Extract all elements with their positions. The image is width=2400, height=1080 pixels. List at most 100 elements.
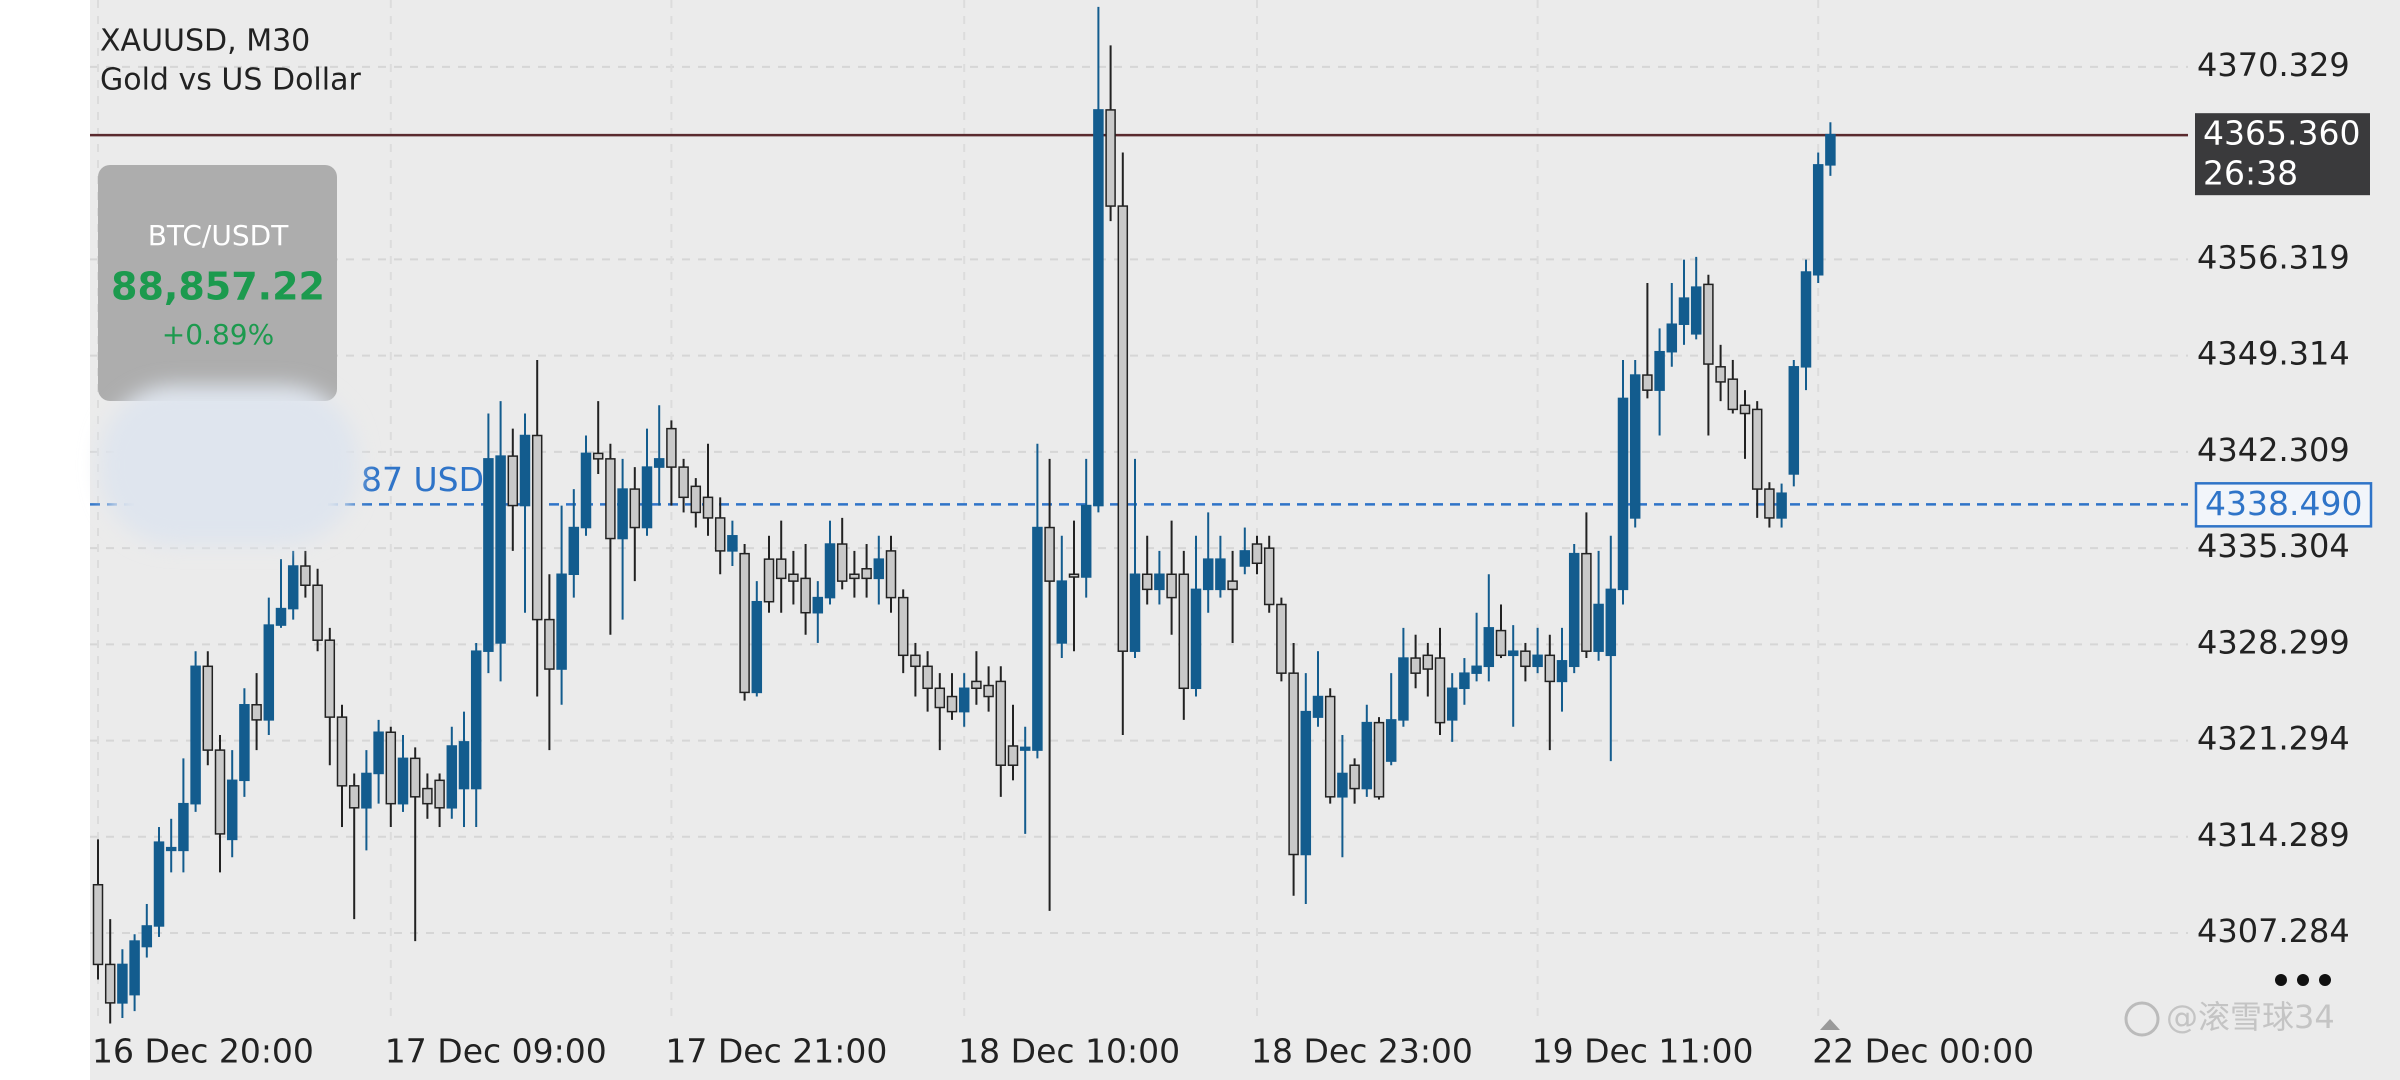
- alert-label: 4338.490: [2205, 484, 2362, 523]
- dot: [2297, 974, 2309, 986]
- candle-body: [141, 925, 153, 948]
- candle-body: [1422, 654, 1434, 670]
- candle-body: [1690, 286, 1702, 335]
- candle-body: [1715, 366, 1726, 383]
- dot: [2319, 974, 2331, 986]
- candle-body: [1532, 654, 1543, 668]
- candle-body: [1617, 397, 1629, 591]
- candle-body: [971, 680, 982, 690]
- candle-body: [544, 618, 555, 670]
- candle-body: [1166, 573, 1177, 599]
- candle-body: [312, 584, 323, 641]
- candle-body: [580, 452, 592, 529]
- candle-body: [226, 779, 238, 841]
- candle-body: [361, 772, 372, 809]
- candle-body: [1593, 603, 1604, 652]
- y-tick-label: 4314.289: [2197, 816, 2350, 854]
- candle-body: [1751, 408, 1763, 490]
- candle-body: [1812, 164, 1824, 276]
- candle-body: [373, 731, 384, 775]
- y-tick-label: 4349.314: [2197, 335, 2350, 373]
- candle-body: [190, 665, 201, 805]
- candle-body: [1605, 588, 1617, 657]
- candle-body: [1666, 323, 1678, 353]
- watermark-icon: [2124, 1001, 2160, 1037]
- candle-body: [202, 665, 214, 751]
- candle-body: [519, 434, 531, 507]
- dot: [2275, 974, 2287, 986]
- candle-body: [495, 455, 506, 644]
- candle-body: [1361, 721, 1373, 790]
- candle-body: [1398, 657, 1409, 721]
- candles: [92, 6, 1836, 1024]
- candle-body: [104, 963, 116, 1004]
- candle-body: [153, 841, 165, 927]
- candle-body: [300, 565, 311, 586]
- x-axis: 16 Dec 20:00 17 Dec 09:00 17 Dec 21:00 18 D…: [92, 1032, 2034, 1071]
- candle-body: [1215, 558, 1226, 591]
- candle-body: [1117, 205, 1129, 652]
- candle-body: [873, 558, 885, 580]
- candle-body: [653, 458, 665, 468]
- candle-body: [1032, 526, 1043, 751]
- candle-body: [1483, 627, 1495, 668]
- candle-body: [251, 704, 262, 721]
- candle-body: [1227, 580, 1238, 591]
- x-tick-label: 17 Dec 09:00: [385, 1032, 607, 1071]
- x-tick-label: 16 Dec 20:00: [92, 1032, 314, 1071]
- candle-body: [910, 654, 921, 668]
- candle-body: [1300, 710, 1312, 856]
- candle-body: [117, 963, 128, 1004]
- widget-price: 88,857.22: [111, 265, 325, 309]
- candle-body: [92, 883, 104, 966]
- candle-body: [531, 434, 543, 621]
- candle-body: [1788, 366, 1800, 475]
- widget-change: +0.89%: [162, 318, 274, 351]
- candle-body: [1642, 374, 1653, 391]
- x-tick-label: 18 Dec 10:00: [958, 1032, 1180, 1071]
- candle-body: [1141, 573, 1153, 591]
- candle-body: [1105, 109, 1116, 207]
- candle-body: [934, 687, 946, 709]
- blurred-overlay: [100, 385, 358, 545]
- more-menu[interactable]: [2275, 974, 2331, 986]
- candle-body: [1324, 695, 1336, 798]
- candle-body: [1019, 746, 1031, 751]
- candle-body: [812, 596, 824, 614]
- candle-body: [1459, 672, 1470, 690]
- candle-body: [592, 452, 604, 460]
- x-tick-label: 22 Dec 00:00: [1812, 1032, 2034, 1071]
- current-price-label: 4365.360: [2203, 114, 2360, 153]
- candle-body: [507, 455, 519, 507]
- candle-body: [275, 607, 287, 626]
- candle-body: [483, 458, 494, 652]
- candle-body: [1044, 526, 1055, 582]
- candle-body: [470, 650, 482, 790]
- candle-body: [1446, 687, 1458, 721]
- candle-body: [849, 573, 860, 580]
- y-tick-label: 4356.319: [2197, 238, 2350, 276]
- candle-body: [422, 787, 433, 805]
- candle-body: [1410, 657, 1421, 674]
- candle-body: [1568, 552, 1580, 668]
- candle-body: [897, 596, 909, 657]
- candle-body: [885, 550, 897, 599]
- candle-body: [446, 745, 458, 809]
- candle-body: [678, 466, 689, 499]
- candle-body: [1190, 588, 1202, 690]
- ticker-widget[interactable]: [98, 165, 337, 401]
- candle-body: [1093, 109, 1104, 507]
- candle-body: [1703, 283, 1714, 365]
- candle-body: [1373, 721, 1385, 798]
- candle-body: [385, 731, 397, 805]
- candle-body: [629, 488, 641, 529]
- candle-body: [1312, 695, 1324, 718]
- candle-body: [824, 543, 836, 599]
- candle-body: [1520, 650, 1531, 668]
- candle-body: [324, 639, 336, 718]
- price-lines: [90, 133, 2188, 506]
- candle-body: [836, 543, 848, 582]
- candle-body: [1654, 350, 1665, 391]
